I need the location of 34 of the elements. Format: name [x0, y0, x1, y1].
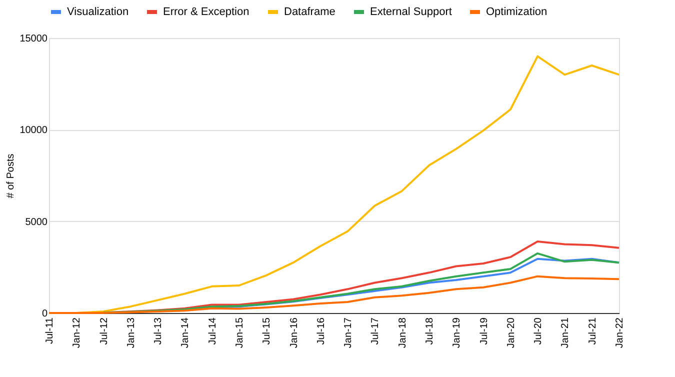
x-tick-label: Jul-20 [533, 317, 544, 345]
x-tick-label: Jul-11 [44, 317, 56, 344]
y-tick-label: 0 [42, 308, 48, 320]
legend-label: Dataframe [284, 6, 336, 18]
x-tick-label: Jul-17 [370, 317, 382, 345]
x-tick-label: Jul-21 [587, 317, 598, 345]
x-tick-label: Jan-20 [506, 317, 517, 348]
x-tick-label: Jul-15 [262, 317, 273, 345]
x-tick-label: Jul-16 [316, 317, 327, 345]
line-series [48, 275, 620, 314]
x-tick-label: Jul-19 [478, 317, 490, 345]
legend-label: Visualization [67, 6, 129, 18]
x-tick-label: Jan-22 [614, 317, 626, 348]
x-tick-label: Jul-18 [424, 317, 436, 345]
x-tick-label: Jan-17 [343, 317, 354, 348]
y-axis-title: # of Posts [6, 154, 17, 198]
y-tick-label: 15000 [20, 34, 48, 44]
y-tick-label: 10000 [20, 125, 48, 136]
x-tick-label: Jan-19 [452, 317, 463, 348]
x-tick-label: Jan-16 [288, 317, 300, 348]
x-tick-label: Jan-18 [397, 317, 408, 348]
x-tick-label: Jan-15 [234, 317, 246, 348]
legend-label: Optimization [486, 6, 548, 18]
x-tick-label: Jan-12 [72, 317, 83, 348]
line-series [102, 252, 620, 314]
x-tick-label: Jan-21 [560, 317, 572, 348]
x-tick-label: Jul-14 [207, 317, 218, 345]
y-tick-label: 5000 [25, 216, 48, 228]
x-tick-label: Jan-14 [180, 317, 192, 348]
x-tick-label: Jan-13 [126, 317, 137, 348]
legend-label: Error & Exception [163, 6, 250, 18]
legend-label: External Support [370, 6, 452, 18]
x-tick-label: Jul-13 [153, 317, 164, 345]
x-tick-label: Jul-12 [98, 317, 110, 345]
